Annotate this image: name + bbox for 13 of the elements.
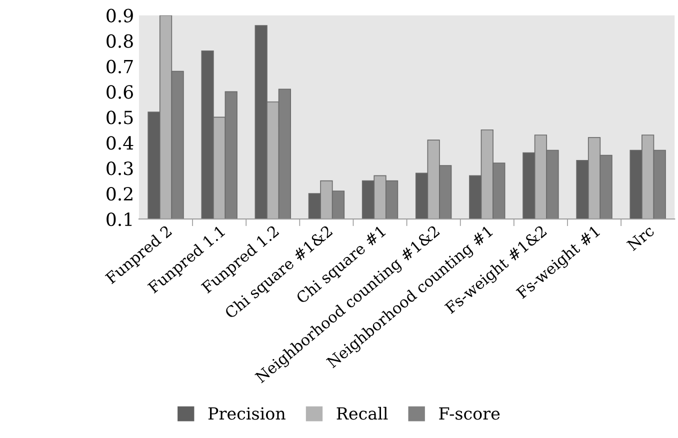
legend-label: Precision — [208, 407, 286, 420]
y-tick-label: 0.8 — [106, 34, 133, 48]
legend-label: Recall — [336, 406, 388, 420]
y-tick-label: 0.7 — [106, 60, 133, 74]
legend-label: F-score — [439, 407, 500, 420]
y-tick-label: 0.4 — [106, 136, 134, 150]
y-tick-label: 0.5 — [106, 110, 133, 124]
y-tick-label: 0.1 — [106, 212, 132, 226]
y-tick-label: 0.3 — [106, 162, 133, 176]
y-tick-label: 0.9 — [106, 8, 133, 22]
y-tick-label: 0.2 — [106, 187, 132, 201]
x-tick-label: Nrc — [626, 224, 655, 252]
y-tick-label: 0.6 — [106, 85, 133, 99]
